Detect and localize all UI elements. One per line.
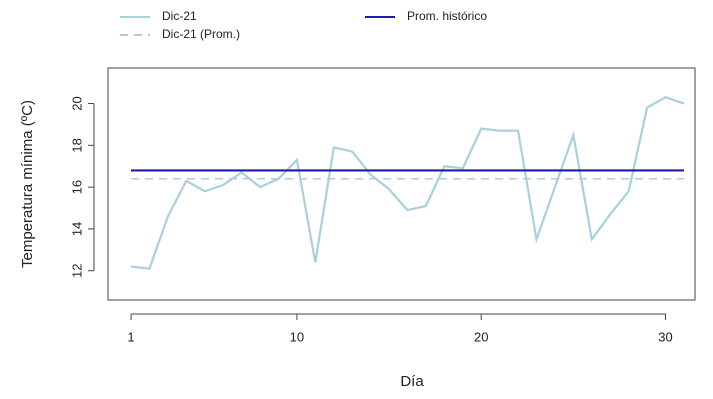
plot-frame — [107, 67, 696, 301]
legend-label: Dic-21 — [162, 9, 197, 23]
x-tick-label: 20 — [474, 329, 488, 344]
x-tick-label: 10 — [290, 329, 304, 344]
x-tick-label: 1 — [127, 329, 134, 344]
x-axis-label: Día — [400, 373, 424, 390]
y-tick-label: 20 — [69, 96, 84, 110]
y-tick-label: 16 — [69, 180, 84, 194]
legend-label: Prom. histórico — [407, 9, 487, 23]
y-tick-label: 12 — [69, 264, 84, 278]
y-tick-label: 14 — [69, 222, 84, 236]
series-line — [130, 96, 685, 270]
y-axis-label: Temperatura mínima (ºC) — [19, 100, 36, 268]
legend-label: Dic-21 (Prom.) — [162, 27, 240, 41]
x-tick-label: 30 — [658, 329, 672, 344]
y-tick-label: 18 — [69, 138, 84, 152]
